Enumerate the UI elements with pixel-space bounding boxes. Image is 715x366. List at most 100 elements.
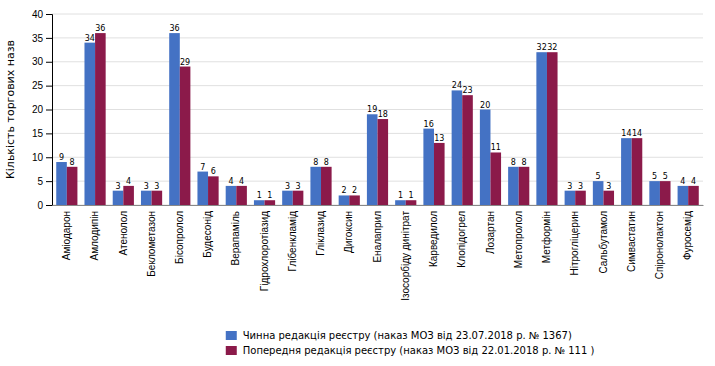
data-label: 2: [352, 186, 357, 195]
bar: [56, 162, 67, 205]
y-axis: 0510152025303540: [32, 9, 53, 211]
data-label: 5: [596, 172, 601, 181]
bar: [688, 186, 699, 205]
bar: [367, 114, 378, 205]
data-label: 3: [578, 182, 583, 191]
x-tick-group: Дигоксин: [343, 211, 354, 253]
data-label: 16: [424, 120, 434, 129]
bar: [434, 143, 445, 205]
x-tick-group: Гліклазид: [315, 211, 326, 256]
x-tick-label: Аміодарон: [61, 211, 72, 260]
y-tick: [46, 38, 52, 39]
bar: [660, 181, 671, 205]
data-label: 20: [480, 101, 490, 110]
chart-container: 9343336741382191162420832351454836432964…: [0, 0, 715, 366]
data-label: 36: [169, 24, 179, 33]
x-tick-label: Симвастатин: [626, 211, 637, 272]
grid-line: [52, 85, 703, 86]
y-tick: [46, 110, 52, 111]
x-tick-label: Еналаприл: [372, 211, 383, 263]
x-tick-group: Амлодипін: [89, 211, 100, 260]
data-label: 4: [680, 177, 685, 186]
x-tick-group: Еналаприл: [372, 211, 383, 263]
x-tick-group: Аміодарон: [61, 211, 72, 260]
x-tick-label: Амлодипін: [89, 211, 100, 260]
y-tick-group: 40: [32, 9, 52, 20]
bar: [123, 186, 134, 205]
bar: [649, 181, 660, 205]
bar: [490, 152, 501, 205]
y-tick-label: 40: [32, 9, 44, 20]
data-label: 14: [632, 129, 642, 138]
data-label: 8: [324, 158, 329, 167]
data-label: 8: [313, 158, 318, 167]
data-label: 1: [257, 191, 262, 200]
bar: [339, 195, 350, 205]
data-label: 8: [511, 158, 516, 167]
bar: [565, 191, 576, 205]
legend-label: Чинна редакція реєстру (наказ МОЗ від 23…: [243, 330, 572, 341]
x-tick-label: Метформін: [541, 211, 552, 263]
bar: [480, 110, 491, 206]
x-tick-label: Беклометазон: [146, 211, 157, 277]
data-label: 3: [144, 182, 149, 191]
bar: [152, 191, 163, 205]
data-label: 2: [341, 186, 346, 195]
x-tick-group: Спіронолактон: [654, 211, 665, 279]
legend: Чинна редакція реєстру (наказ МОЗ від 23…: [226, 330, 595, 356]
bar: [67, 167, 78, 205]
x-tick-group: Метформін: [541, 211, 552, 263]
y-tick-label: 0: [37, 200, 43, 211]
bar: [593, 181, 604, 205]
x-tick-label: Верапаміль: [230, 211, 241, 265]
x-tick-group: Бісопролол: [174, 211, 185, 264]
bar: [575, 191, 586, 205]
y-tick-group: 25: [32, 80, 52, 91]
bar: [208, 176, 219, 205]
y-tick-group: 10: [32, 152, 52, 163]
data-label: 6: [211, 167, 216, 176]
bar: [265, 200, 276, 205]
x-axis: Аміодарон Амлодипін Атенолол Беклометазон Бі…: [53, 206, 704, 301]
data-label: 18: [378, 110, 388, 119]
bar: [180, 67, 191, 205]
x-tick-group: Верапаміль: [230, 211, 241, 265]
data-label: 5: [663, 172, 668, 181]
data-label: 19: [367, 105, 377, 114]
y-axis-line: [46, 15, 53, 206]
legend-item: Чинна редакція реєстру (наказ МОЗ від 23…: [226, 330, 572, 341]
y-tick: [46, 14, 52, 15]
x-tick-group: Симвастатин: [626, 211, 637, 272]
data-label: 1: [267, 191, 272, 200]
x-tick-group: Клопідогрел: [456, 211, 467, 268]
x-tick-group: Фуросемід: [682, 211, 693, 260]
y-tick-group: 15: [32, 128, 52, 139]
data-label: 4: [691, 177, 696, 186]
y-tick-group: 30: [32, 56, 52, 67]
data-label: 5: [652, 172, 657, 181]
bar: [603, 191, 614, 205]
x-tick-label: Атенолол: [118, 211, 129, 256]
bar: [452, 90, 463, 205]
y-tick-label: 20: [32, 104, 44, 115]
data-label: 3: [285, 182, 290, 191]
bar: [321, 167, 332, 205]
data-label: 4: [228, 177, 233, 186]
grid-line: [52, 37, 703, 38]
legend-swatch: [226, 331, 237, 340]
data-label: 32: [547, 43, 557, 52]
y-tick-label: 35: [32, 33, 44, 44]
bar: [197, 172, 208, 205]
bar: [519, 167, 530, 205]
x-tick-group: Метопролол: [513, 211, 524, 268]
bar: [678, 186, 689, 205]
bar: [462, 95, 473, 205]
bar: [423, 129, 434, 205]
data-labels: 9343336741382191162420832351454836432964…: [59, 24, 696, 200]
bar: [169, 33, 180, 205]
data-label: 4: [126, 177, 131, 186]
x-tick-group: Ізосорбіду динітрат: [400, 211, 411, 301]
x-tick-group: Глібенкламід: [287, 211, 298, 272]
x-tick-group: Нітрогліцерин: [569, 211, 580, 275]
y-tick-label: 30: [32, 56, 44, 67]
